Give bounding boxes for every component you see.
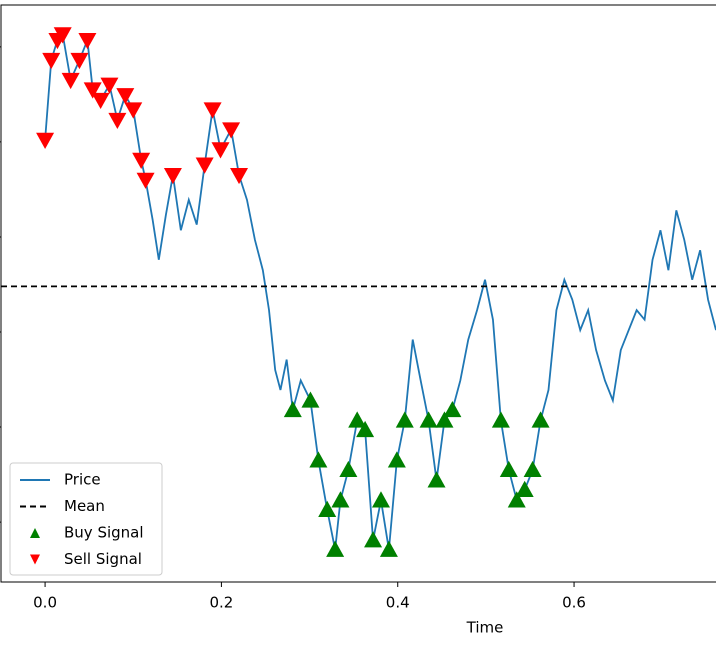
x-tick-label: 0.0 [33, 594, 57, 612]
sell-marker [222, 122, 241, 139]
legend-label: Sell Signal [64, 550, 142, 568]
buy-marker [331, 491, 350, 508]
buy-marker [419, 411, 438, 428]
buy-marker [326, 540, 345, 557]
legend-swatch [30, 554, 40, 565]
buy-marker [371, 491, 390, 508]
sell-marker [195, 157, 214, 174]
buy-marker [379, 540, 398, 557]
buy-marker [387, 451, 406, 468]
sell-marker [61, 72, 80, 90]
price-line [44, 32, 716, 550]
legend: Price Mean Buy Signal Sell Signal [9, 462, 163, 576]
legend-box [9, 462, 163, 576]
sell-marker [108, 112, 127, 130]
buy-marker [339, 460, 358, 478]
sell-marker [124, 102, 143, 119]
buy-marker [499, 460, 518, 478]
buy-marker [523, 460, 542, 478]
buy-marker [427, 471, 446, 488]
sell-marker [136, 172, 155, 189]
buy-marker [283, 400, 302, 418]
legend-label: Price [64, 471, 101, 489]
buy-marker [348, 411, 367, 428]
buy-marker [507, 491, 526, 508]
sell-marker [230, 167, 249, 185]
sell-marker [53, 27, 72, 44]
legend-swatch [30, 528, 40, 538]
x-axis-label: Time [466, 619, 504, 637]
sell-marker [163, 167, 182, 185]
legend-label: Buy Signal [64, 524, 144, 542]
buy-marker [515, 480, 534, 497]
sell-marker [116, 88, 135, 105]
sell-marker [211, 142, 230, 159]
buy-marker [356, 420, 375, 438]
buy-marker [301, 391, 320, 408]
buy-marker [531, 411, 550, 428]
sell-marker [42, 52, 61, 70]
legend-label: Mean [64, 497, 105, 515]
buy-marker [364, 531, 383, 548]
x-tick-label: 0.6 [562, 594, 586, 612]
sell-marker [78, 32, 97, 50]
sell-marker [91, 92, 110, 110]
sell-marker [100, 77, 119, 94]
sell-marker [203, 102, 222, 119]
buy-marker [435, 411, 454, 428]
sell-marker [83, 82, 102, 99]
sell-marker [132, 152, 151, 169]
buy-marker [395, 411, 414, 428]
buy-marker [318, 500, 337, 517]
plot-frame [0, 4, 716, 583]
x-tick-label: 0.4 [386, 594, 410, 612]
x-tick-label: 0.2 [209, 594, 233, 612]
buy-marker [443, 400, 462, 418]
sell-marker [36, 132, 55, 149]
buy-marker [491, 411, 510, 428]
buy-marker [309, 451, 328, 468]
sell-marker [70, 52, 89, 70]
